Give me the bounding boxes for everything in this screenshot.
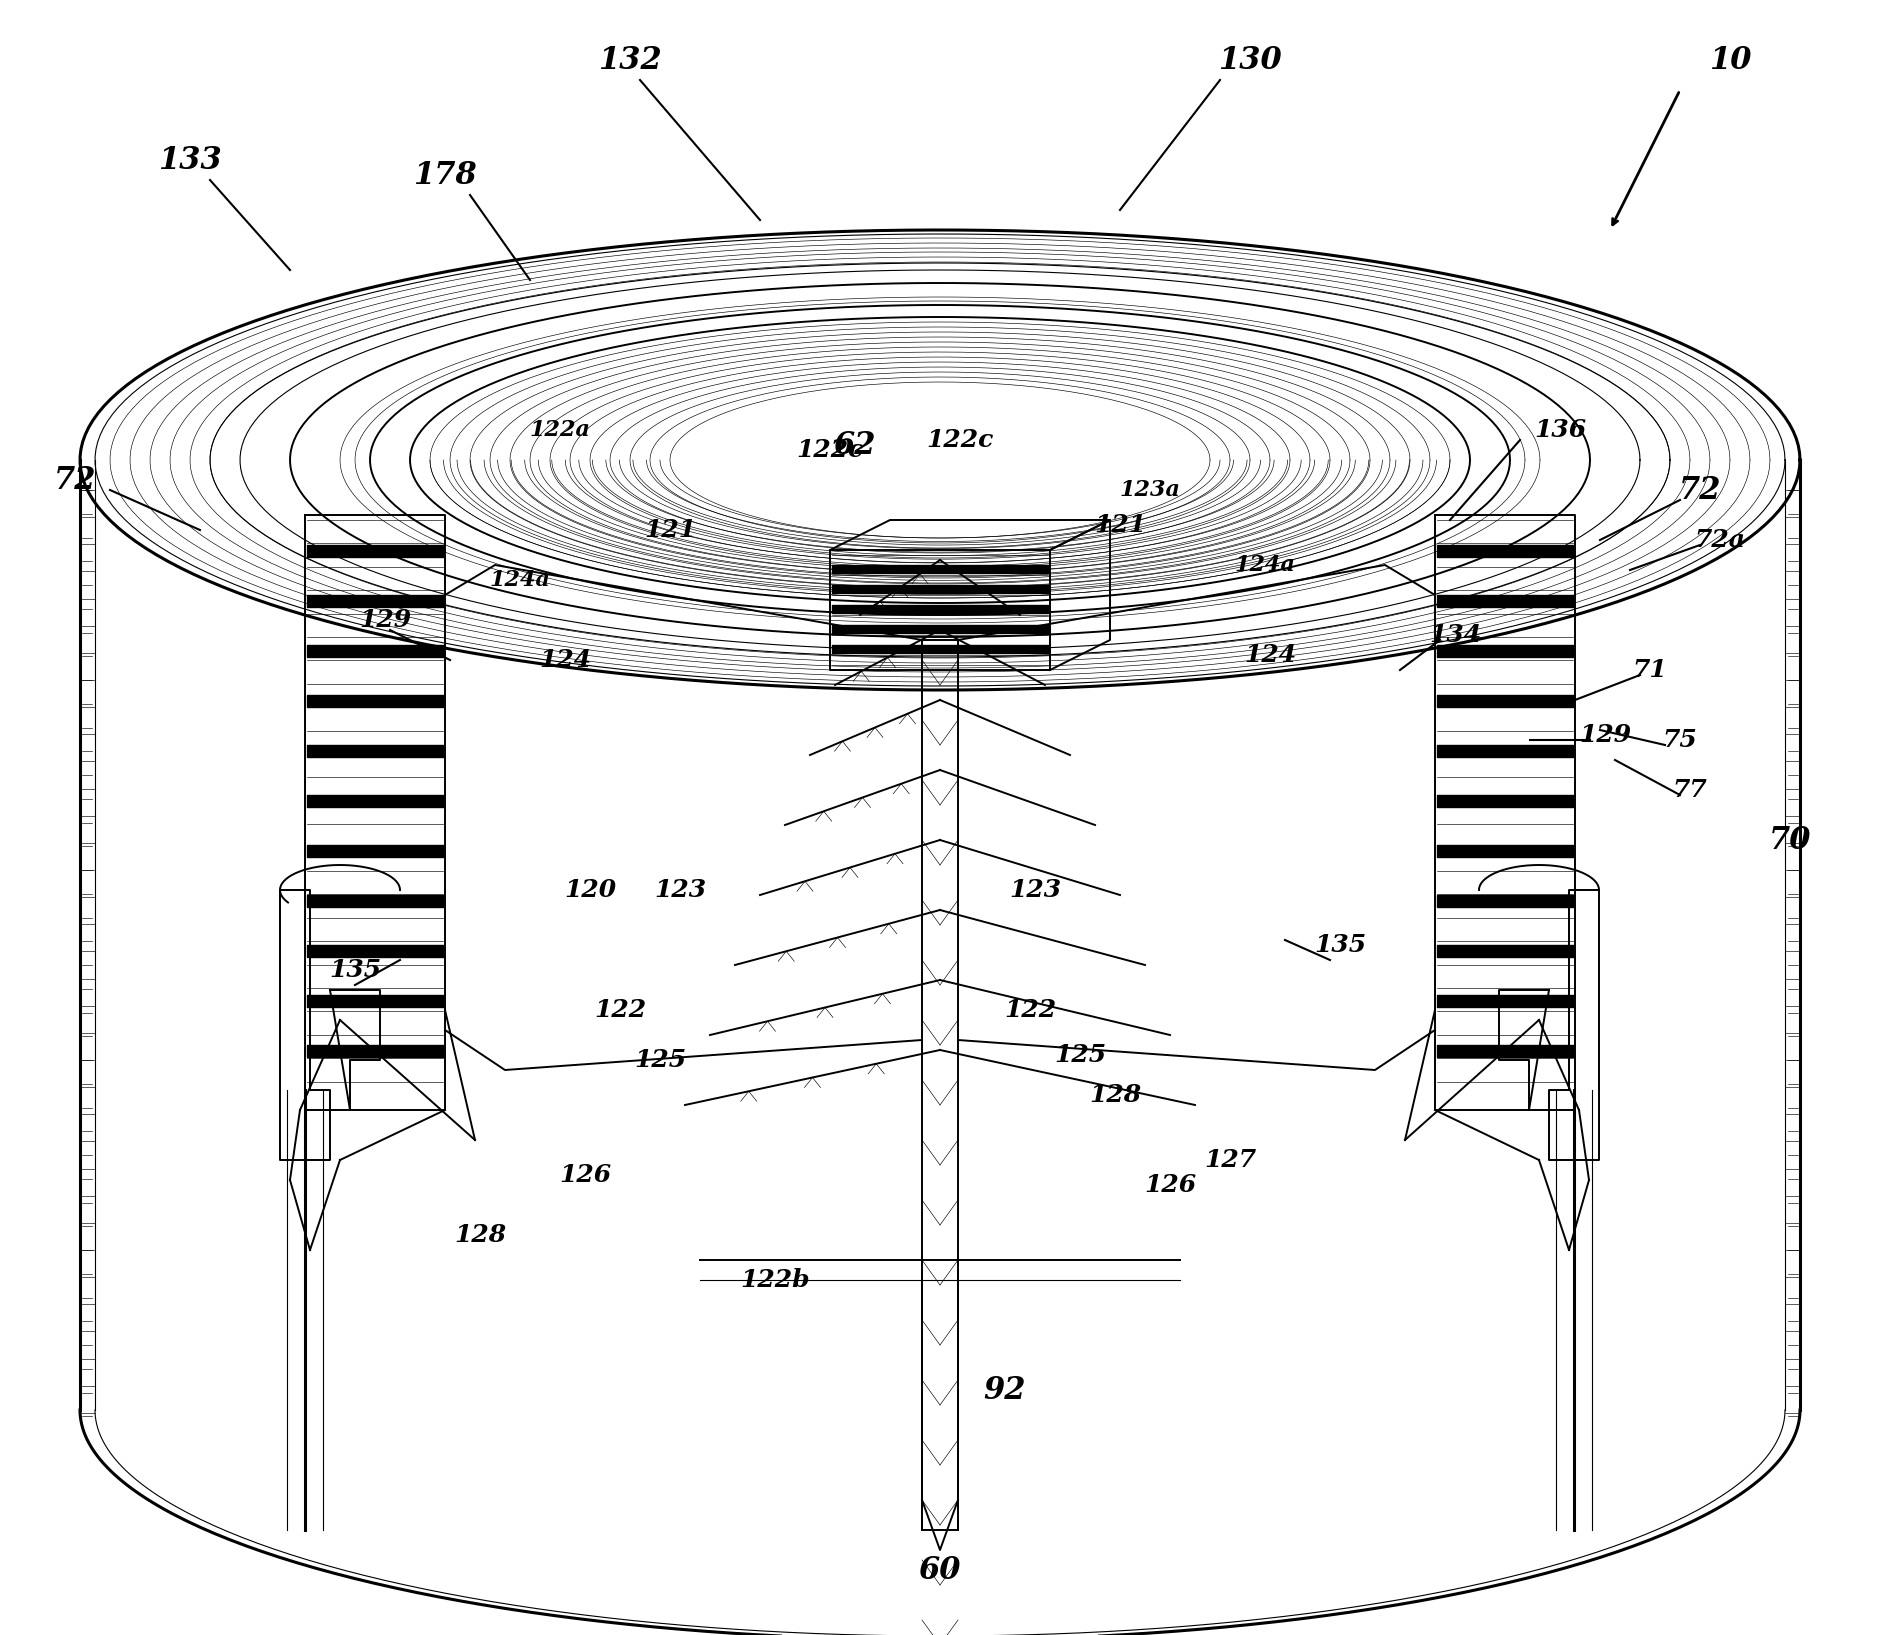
Text: 124: 124 (539, 647, 592, 672)
Text: 60: 60 (919, 1555, 962, 1586)
Text: 122b: 122b (740, 1269, 810, 1292)
Text: 129: 129 (359, 608, 412, 633)
Text: 124a: 124a (490, 569, 551, 590)
Text: 72a: 72a (1695, 528, 1746, 553)
Text: 123: 123 (1009, 878, 1062, 903)
Text: 75: 75 (1663, 728, 1697, 752)
Text: 128: 128 (455, 1223, 505, 1248)
Text: 122: 122 (594, 997, 646, 1022)
Text: 120: 120 (564, 878, 616, 903)
Text: 126: 126 (558, 1162, 611, 1187)
Text: 71: 71 (1633, 657, 1667, 682)
Text: 124a: 124a (1235, 554, 1295, 576)
Text: 130: 130 (1218, 44, 1281, 75)
Text: 135: 135 (1313, 934, 1366, 956)
Text: 133: 133 (158, 144, 222, 175)
Text: 121: 121 (1094, 513, 1146, 536)
Text: 132: 132 (598, 44, 661, 75)
Text: 122: 122 (1003, 997, 1056, 1022)
Text: 128: 128 (1090, 1082, 1141, 1107)
Text: 134: 134 (1428, 623, 1481, 647)
Text: 122c: 122c (797, 438, 864, 463)
Text: 129: 129 (1578, 723, 1631, 747)
Text: 77: 77 (1672, 778, 1708, 803)
Text: 126: 126 (1144, 1172, 1197, 1197)
Text: 10: 10 (1708, 44, 1751, 75)
Text: 92: 92 (985, 1375, 1026, 1406)
Text: 122a: 122a (530, 419, 590, 441)
Text: 125: 125 (633, 1048, 686, 1073)
Text: 70: 70 (1768, 824, 1811, 855)
Text: 72: 72 (54, 464, 96, 495)
Text: 127: 127 (1204, 1148, 1255, 1172)
Text: 135: 135 (329, 958, 381, 983)
Text: 178: 178 (413, 160, 477, 191)
Text: 123a: 123a (1120, 479, 1180, 500)
Text: 136: 136 (1533, 419, 1586, 441)
Text: 124: 124 (1244, 643, 1297, 667)
Text: 125: 125 (1054, 1043, 1107, 1068)
Text: 72: 72 (1678, 474, 1721, 505)
Text: 62: 62 (834, 430, 876, 461)
Text: 123: 123 (654, 878, 707, 903)
Text: 122c: 122c (926, 428, 994, 451)
Text: 121: 121 (644, 518, 695, 541)
